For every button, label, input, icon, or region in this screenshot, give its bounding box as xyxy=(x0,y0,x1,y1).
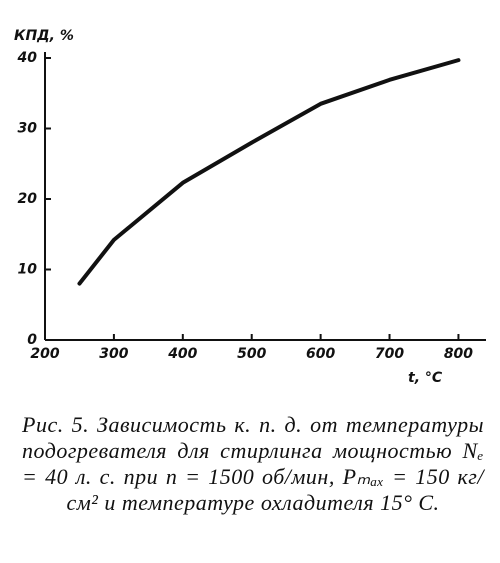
x-tick-label: 700 xyxy=(375,346,404,362)
y-tick-label: 40 xyxy=(17,50,38,66)
x-tick-label: 800 xyxy=(444,346,473,362)
chart: КПД, % t, °C 0 10 20 30 40 200 300 400 500 600 700… xyxy=(14,28,486,386)
y-tick-label: 20 xyxy=(18,191,38,207)
y-tick-label: 0 xyxy=(27,332,37,348)
x-tick-label: 300 xyxy=(99,346,128,362)
x-tick-label: 200 xyxy=(30,346,59,362)
y-tick-label: 30 xyxy=(18,121,38,137)
x-tick-label: 400 xyxy=(167,346,197,362)
x-tick-label: 500 xyxy=(237,346,266,362)
x-tick-label: 600 xyxy=(306,346,335,362)
x-axis-label: t, °C xyxy=(408,370,443,386)
y-tick-label: 10 xyxy=(18,262,38,278)
curve xyxy=(77,58,461,286)
y-axis-label: КПД, % xyxy=(14,28,74,44)
caption: Рис. 5. Зависимость к. п. д. от температ… xyxy=(22,412,484,515)
